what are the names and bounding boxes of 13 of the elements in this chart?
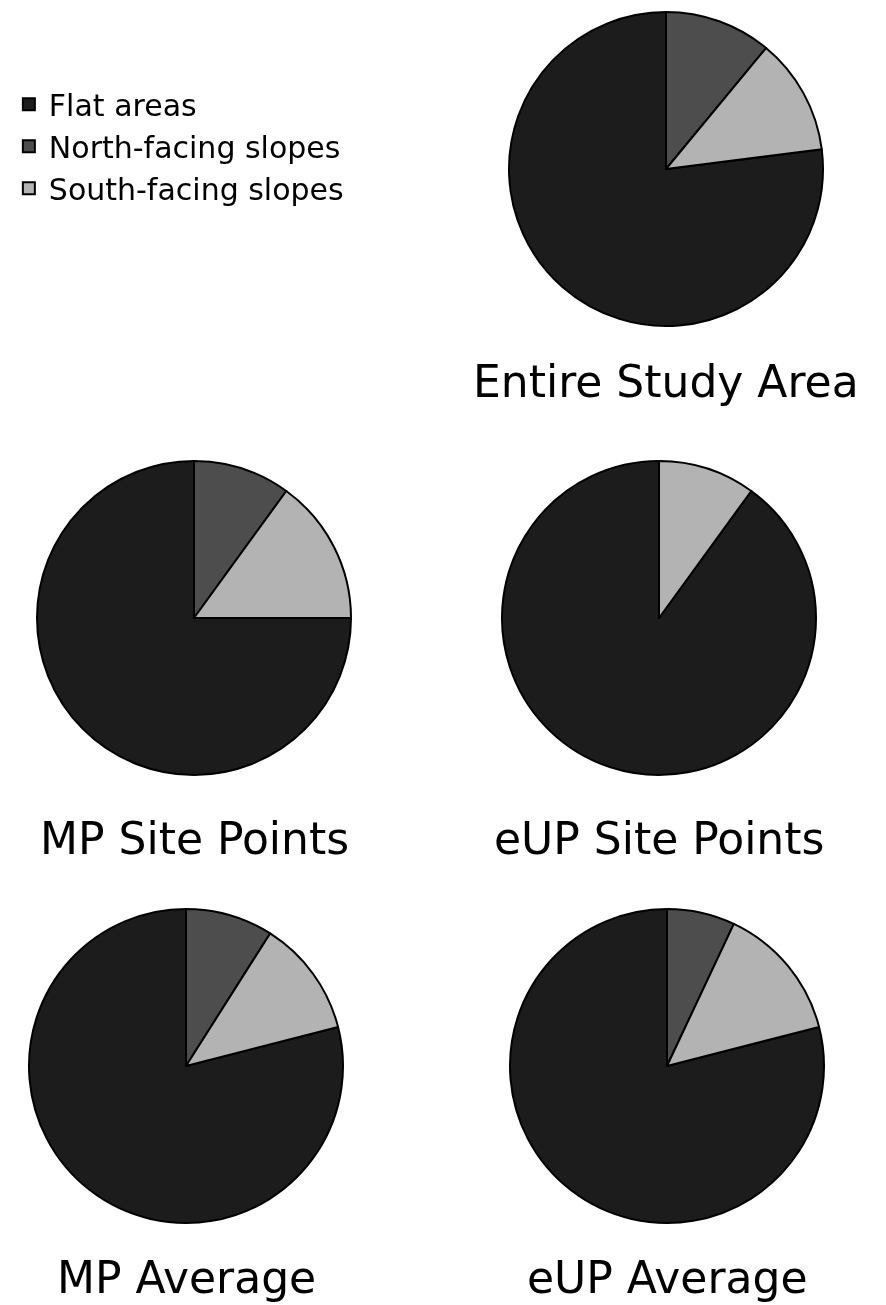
text: MP Site Points <box>40 813 350 864</box>
text: Entire Study Area <box>473 356 859 407</box>
pie-slice <box>508 11 824 327</box>
pie-slice <box>501 460 817 776</box>
text: MP Average <box>57 1252 317 1303</box>
pie-slice <box>28 908 344 1224</box>
text: eUP Site Points <box>494 813 825 864</box>
text: eUP Average <box>527 1252 808 1303</box>
legend-label: South-facing slopes <box>48 172 344 207</box>
legend-label: Flat areas <box>48 88 197 123</box>
pie-slice <box>509 908 825 1224</box>
pie-slice <box>36 460 352 776</box>
legend-label: North-facing slopes <box>48 130 341 165</box>
